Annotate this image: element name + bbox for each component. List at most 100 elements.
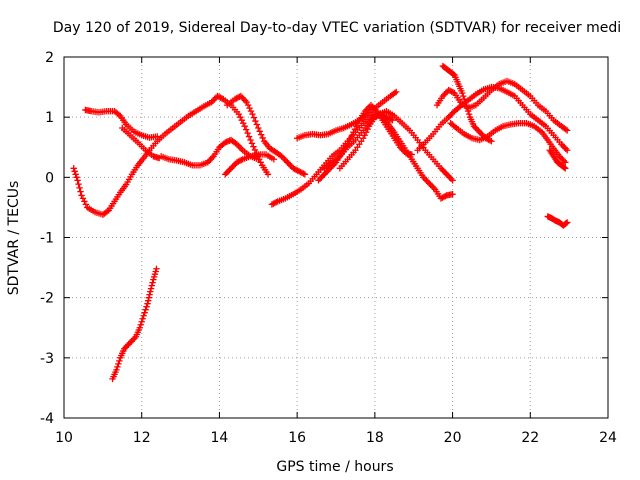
data-series [70, 62, 571, 383]
data-point [449, 89, 457, 96]
data-point [116, 357, 123, 365]
data-point [315, 177, 322, 184]
data-point [451, 123, 459, 130]
data-point [486, 137, 494, 144]
data-point [488, 138, 495, 145]
data-point [424, 178, 431, 186]
data-point [423, 177, 430, 184]
data-point [284, 159, 291, 166]
data-point [81, 198, 88, 205]
data-point [564, 127, 571, 134]
data-point [287, 162, 294, 169]
data-point [125, 341, 132, 348]
data-point [350, 129, 357, 136]
data-point [264, 171, 272, 178]
data-point [562, 165, 569, 172]
series-arc-18 [544, 213, 571, 229]
data-point [238, 156, 245, 164]
data-point [115, 111, 123, 118]
y-tick-label: -4 [40, 411, 54, 427]
data-point [362, 129, 370, 136]
data-point [393, 88, 400, 96]
data-point [455, 104, 463, 111]
series-arc-1 [70, 92, 272, 218]
data-point [149, 279, 156, 286]
data-point [270, 156, 278, 163]
data-point [465, 110, 473, 118]
x-axis-label: GPS time / hours [276, 459, 393, 475]
data-point [564, 219, 571, 226]
data-point [247, 136, 254, 144]
data-point [439, 166, 446, 174]
data-point [147, 288, 154, 295]
x-tick-label: 14 [211, 430, 229, 446]
data-point [459, 89, 466, 97]
data-point [249, 110, 256, 118]
data-point [70, 165, 77, 172]
data-point [128, 338, 135, 345]
data-point [137, 321, 144, 328]
data-point [360, 135, 367, 142]
series-arc-4 [109, 265, 160, 383]
data-point [421, 175, 429, 183]
data-point [449, 190, 456, 198]
data-point [364, 104, 372, 112]
data-point [140, 312, 147, 319]
data-point [236, 144, 244, 151]
data-point [446, 174, 453, 181]
data-point [347, 135, 354, 142]
series-arc-14 [433, 77, 571, 134]
data-point [245, 133, 253, 140]
chart-title: Day 120 of 2019, Sidereal Day-to-day VTE… [53, 20, 621, 36]
series-arc-12 [336, 110, 396, 172]
data-point [462, 101, 470, 109]
data-point [230, 162, 238, 169]
data-point [142, 306, 149, 313]
y-tick-label: -1 [40, 231, 54, 247]
data-point [236, 93, 243, 101]
data-point [464, 107, 472, 115]
data-point [460, 92, 467, 100]
data-point [141, 309, 148, 316]
data-point [281, 156, 288, 163]
series-arc-10 [315, 101, 415, 184]
data-point [251, 146, 259, 154]
data-point [114, 363, 121, 371]
data-point [448, 88, 455, 95]
y-tick-label: 0 [45, 170, 54, 186]
data-point [238, 145, 245, 152]
x-tick-label: 20 [444, 430, 462, 446]
data-point [244, 129, 251, 137]
data-point [104, 208, 111, 215]
series-arc-7 [222, 151, 278, 178]
data-point [430, 184, 437, 192]
series-arc-16 [447, 119, 569, 166]
data-point [222, 171, 229, 178]
data-point [143, 303, 150, 310]
y-tick-label: 2 [45, 50, 54, 66]
data-point [301, 171, 309, 178]
data-point [285, 160, 293, 167]
data-point [473, 126, 481, 133]
data-point [408, 151, 415, 158]
data-point [240, 119, 247, 127]
data-point [389, 116, 396, 124]
plot-frame [63, 56, 609, 419]
y-tick-label: -3 [40, 351, 54, 367]
data-point [391, 89, 398, 97]
data-point [426, 180, 433, 187]
data-point [428, 183, 436, 190]
data-point [563, 220, 570, 227]
data-point [71, 168, 78, 175]
data-point [318, 174, 325, 181]
data-point [448, 110, 455, 118]
data-point [252, 117, 259, 125]
data-point [241, 97, 249, 104]
data-point [115, 360, 122, 368]
data-point [239, 94, 246, 101]
series-arc-6 [224, 92, 309, 178]
data-point [123, 342, 131, 349]
data-point [146, 291, 153, 298]
data-point [241, 122, 248, 130]
data-point [244, 101, 252, 109]
